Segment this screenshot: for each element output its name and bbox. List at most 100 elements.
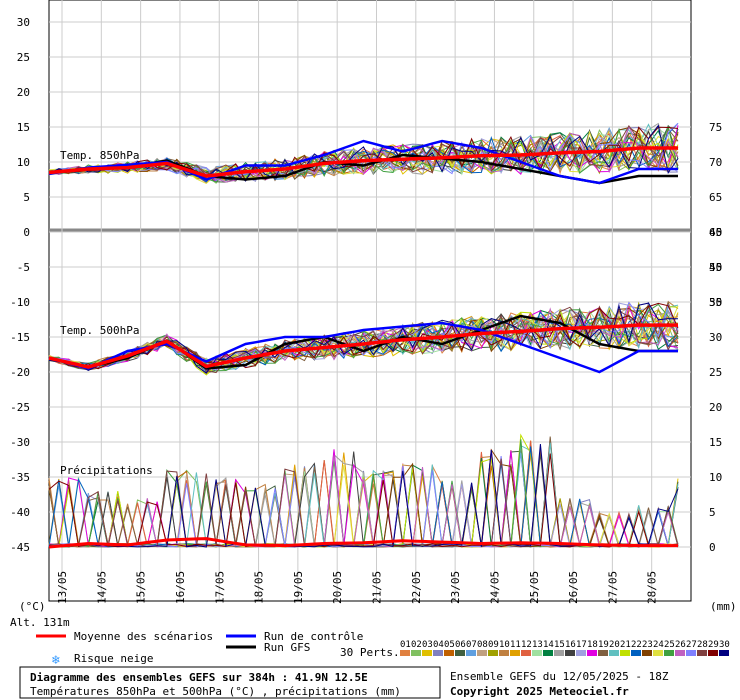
pert-swatch	[686, 650, 696, 656]
date-axis: 13/05 14/05 15/05 16/05 17/05 18/05 19/05 20/05…	[56, 571, 659, 604]
label-precip: Précipitations	[60, 464, 153, 477]
left-tick-label: 30	[17, 16, 30, 29]
pert-id-label: 17	[576, 640, 587, 650]
left-tick-label: 5	[23, 191, 30, 204]
mean-line-850	[48, 146, 678, 178]
pert-id-label: 07	[466, 640, 477, 650]
pert-swatch	[675, 650, 685, 656]
pert-id-label: 14	[543, 640, 554, 650]
pert-swatch	[554, 650, 564, 656]
pert-swatch	[543, 650, 553, 656]
pert-swatch	[466, 650, 476, 656]
legend-snow-label: Risque neige	[74, 652, 153, 665]
pert-swatch	[400, 650, 410, 656]
pert-swatch	[455, 650, 465, 656]
pert-id-label: 06	[455, 640, 466, 650]
pert-swatch	[521, 650, 531, 656]
pert-id-label: 13	[532, 640, 543, 650]
pert-id-label: 01	[400, 640, 411, 650]
date-label: 18/05	[253, 571, 266, 604]
right-tick-label: 25	[709, 366, 722, 379]
right-tick-label: 75	[709, 121, 722, 134]
pert-id-label: 12	[521, 640, 532, 650]
date-label: 19/05	[292, 571, 305, 604]
pert-swatch	[587, 650, 597, 656]
date-label: 15/05	[135, 571, 148, 604]
right-tick-label: 5	[709, 506, 716, 519]
left-tick-label: -30	[10, 436, 30, 449]
left-tick-label: 20	[17, 86, 30, 99]
date-label: 21/05	[371, 571, 384, 604]
chart-subtitle: Températures 850hPa et 500hPa (°C) , pré…	[30, 685, 401, 698]
date-label: 16/05	[174, 571, 187, 604]
right-tick-label: 55	[709, 261, 722, 274]
date-label: 26/05	[567, 571, 580, 604]
left-tick-label: 0	[23, 226, 30, 239]
legend-mean-label: Moyenne des scénarios	[74, 630, 213, 643]
pert-id-label: 10	[499, 640, 510, 650]
pert-swatch	[631, 650, 641, 656]
pert-swatch	[620, 650, 630, 656]
date-label: 14/05	[95, 571, 108, 604]
pert-id-label: 21	[620, 640, 631, 650]
left-tick-label: -40	[10, 506, 30, 519]
pert-id-label: 20	[609, 640, 620, 650]
pert-swatch	[719, 650, 729, 656]
left-tick-label: -5	[17, 261, 30, 274]
right-tick-label: 40	[709, 261, 722, 274]
pert-swatch	[653, 650, 663, 656]
pert-swatch	[642, 650, 652, 656]
date-label: 22/05	[410, 571, 423, 604]
pert-id-label: 04	[433, 640, 444, 650]
left-unit: (°C)	[19, 600, 46, 613]
run-info: Ensemble GEFS du 12/05/2025 - 18Z	[450, 670, 669, 683]
left-axis-ticks: 30 25 20 15 10 5 0 -5 -10 -15 -20 -25 -30 -35 -40 -45	[10, 16, 30, 554]
perturbation-swatches: 01 02 03 04 05 06 07 08 09 10 11 12 13 14 15 16 17 18 19 20…	[400, 640, 730, 656]
pert-swatch	[532, 650, 542, 656]
pert-swatch	[697, 650, 707, 656]
left-tick-label: -35	[10, 471, 30, 484]
date-label: 25/05	[528, 571, 541, 604]
label-temp-500: Temp. 500hPa	[60, 324, 139, 337]
pert-swatch	[664, 650, 674, 656]
right-tick-label: 20	[709, 401, 722, 414]
pert-id-label: 26	[675, 640, 686, 650]
legend-control-label: Run de contrôle	[264, 630, 363, 643]
title-box	[19, 666, 441, 699]
pert-swatch	[433, 650, 443, 656]
right-tick-label: 45	[709, 226, 722, 239]
date-label: 23/05	[449, 571, 462, 604]
pert-id-label: 23	[642, 640, 653, 650]
right-unit: (mm)	[710, 600, 737, 613]
mean-line-500	[48, 323, 678, 369]
pert-swatch	[488, 650, 498, 656]
date-label: 27/05	[606, 571, 619, 604]
date-label: 20/05	[331, 571, 344, 604]
pert-id-label: 03	[422, 640, 433, 650]
ensemble-series	[48, 122, 679, 549]
pert-swatch	[708, 650, 718, 656]
pert-swatch	[510, 650, 520, 656]
pert-line-precip	[48, 455, 679, 548]
pert-swatch	[499, 650, 509, 656]
left-tick-label: 10	[17, 156, 30, 169]
pert-id-label: 08	[477, 640, 488, 650]
date-label: 24/05	[488, 571, 501, 604]
left-tick-label: -10	[10, 296, 30, 309]
pert-id-label: 09	[488, 640, 499, 650]
left-tick-label: 15	[17, 121, 30, 134]
pert-id-label: 28	[697, 640, 708, 650]
legend-perts-label: 30 Perts.	[340, 646, 400, 659]
left-tick-label: 25	[17, 51, 30, 64]
pert-id-label: 05	[444, 640, 455, 650]
pert-swatch	[565, 650, 575, 656]
right-tick-label: 15	[709, 436, 722, 449]
pert-id-label: 19	[598, 640, 609, 650]
right-tick-label: 0	[709, 541, 716, 554]
left-tick-label: -25	[10, 401, 30, 414]
pert-swatch	[422, 650, 432, 656]
pert-line-precip	[48, 453, 679, 548]
chart-title: Diagramme des ensembles GEFS sur 384h : …	[30, 671, 368, 684]
panel-labels: Temp. 850hPa Temp. 500hPa Précipitations	[60, 149, 153, 477]
